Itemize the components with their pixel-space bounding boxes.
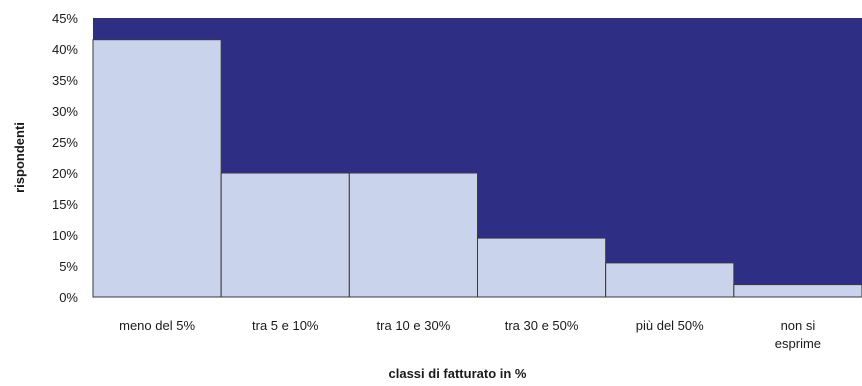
- y-tick-label: 10%: [52, 228, 78, 243]
- y-tick-label: 15%: [52, 197, 78, 212]
- x-tick-label: tra 5 e 10%: [252, 318, 319, 333]
- bar-6: [733, 284, 862, 298]
- x-tick-label: tra 10 e 30%: [377, 318, 451, 333]
- y-tick-labels: 0% 5% 10% 15% 20% 25% 30% 35% 40% 45%: [52, 11, 78, 305]
- y-tick-label: 20%: [52, 166, 78, 181]
- x-tick-label: non si esprime: [775, 318, 821, 351]
- x-tick-label: tra 30 e 50%: [505, 318, 579, 333]
- y-tick-label: 45%: [52, 11, 78, 26]
- x-tick-labels: meno del 5% tra 5 e 10% tra 10 e 30% tra 30…: [119, 318, 821, 351]
- bar-4: [477, 237, 607, 298]
- bar-3: [348, 172, 479, 298]
- bars-group: [92, 39, 862, 298]
- y-tick-label: 5%: [59, 259, 78, 274]
- y-tick-label: 0%: [59, 290, 78, 305]
- y-axis-title: rispondenti: [12, 122, 27, 193]
- bar-2: [220, 172, 350, 298]
- x-axis-title: classi di fatturato in %: [389, 366, 527, 381]
- y-tick-label: 40%: [52, 42, 78, 57]
- bar-1: [92, 39, 222, 298]
- x-tick-label: più del 50%: [636, 318, 704, 333]
- y-tick-label: 30%: [52, 104, 78, 119]
- y-tick-label: 25%: [52, 135, 78, 150]
- bar-5: [605, 262, 735, 298]
- y-tick-label: 35%: [52, 73, 78, 88]
- x-tick-label: meno del 5%: [119, 318, 195, 333]
